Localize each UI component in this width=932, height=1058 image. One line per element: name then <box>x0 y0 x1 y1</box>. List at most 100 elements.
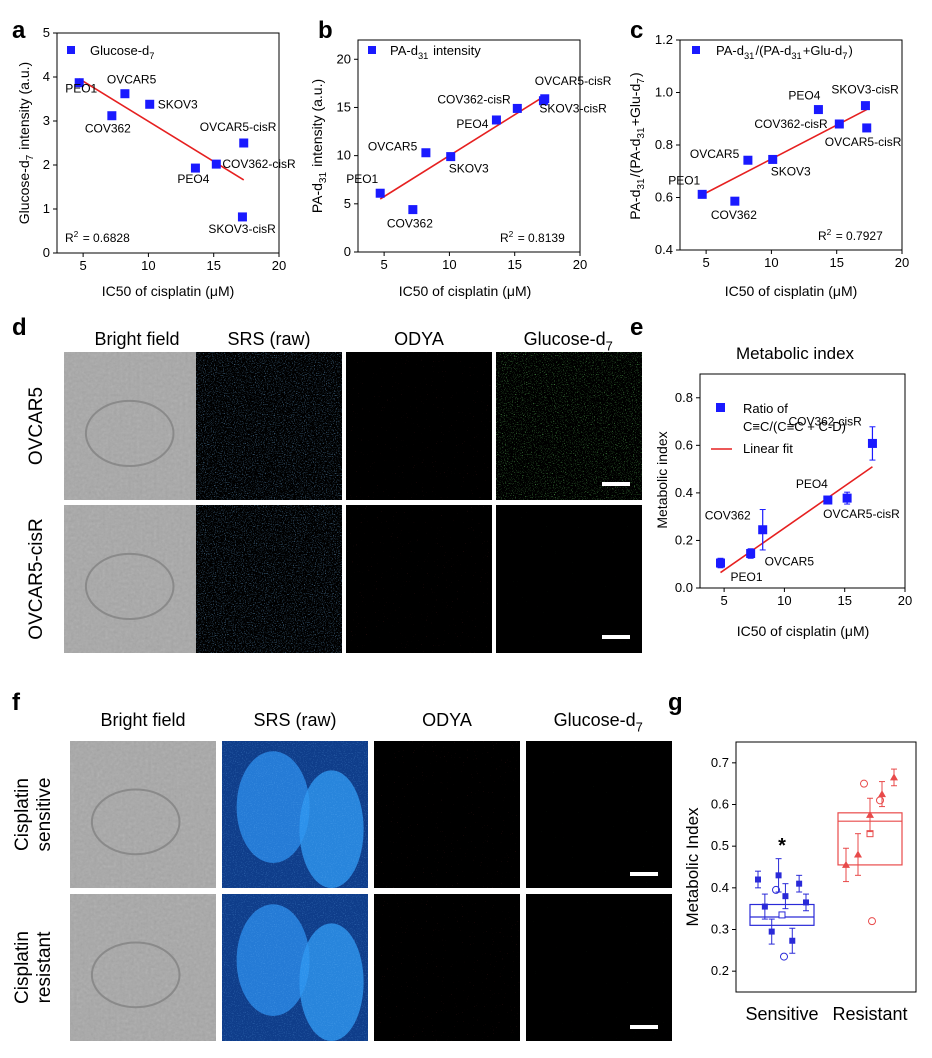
image-tile-f <box>222 894 368 1041</box>
image-tile-d <box>496 505 642 653</box>
data-point-skov3 <box>145 99 155 109</box>
panel-letter-d: d <box>12 314 27 341</box>
image-tile-d <box>196 505 342 653</box>
scale-bar <box>630 872 658 876</box>
data-point-skov3 <box>446 152 456 162</box>
chart-b: 5 10 15 20 0 5 10 15 20 PEO1 COV362 OVCAR5 SKOV3 PEO4… <box>309 39 612 299</box>
replicate-point <box>803 899 809 906</box>
tile-texture <box>196 352 342 500</box>
cell-outline <box>84 552 175 620</box>
legend-label: Glucose-d7 <box>90 43 156 61</box>
y-tick-label: 5 <box>344 196 351 211</box>
legend-marker <box>692 46 700 54</box>
data-point-ovcar5 <box>421 148 431 158</box>
tile-texture <box>64 352 210 500</box>
plot-frame <box>735 741 917 993</box>
image-tile-f <box>222 741 368 888</box>
point-label: OVCAR5 <box>368 140 418 154</box>
y-tick-label: 0.2 <box>675 532 693 547</box>
tile-texture <box>496 352 642 500</box>
replicate-point <box>768 928 775 935</box>
data-point-cov362 <box>107 111 117 121</box>
y-axis-label: PA-d31 intensity (a.u.) <box>309 79 329 213</box>
image-tile-d <box>64 352 210 500</box>
x-axis-label: IC50 of cisplatin (μM) <box>737 623 870 639</box>
cell-outline <box>90 788 181 856</box>
cell-outline <box>90 941 181 1009</box>
data-point-peo4 <box>491 115 501 125</box>
row-label-d: OVCAR5 <box>26 387 47 465</box>
data-point-cov362 <box>758 525 768 535</box>
y-tick-label: 4 <box>43 69 50 84</box>
data-point-skov3-cisr <box>860 101 870 111</box>
tile-texture <box>526 894 672 1041</box>
legend-label: PA-d31 /(PA-d31 +Glu-d7 ) <box>716 43 853 61</box>
tile-texture <box>346 352 492 500</box>
point-label: SKOV3-cisR <box>831 83 899 97</box>
y-tick-label: 0.8 <box>675 390 693 405</box>
tile-texture <box>526 741 672 888</box>
x-axis-label: IC50 of cisplatin (μM) <box>102 283 235 299</box>
r2-label: R2 = 0.6828 <box>65 229 130 245</box>
y-tick-label: 1 <box>43 201 50 216</box>
plot-frame <box>357 39 581 253</box>
replicate-point <box>761 903 768 910</box>
data-point-skov3-cisr <box>538 96 548 106</box>
image-tile-d <box>64 505 210 653</box>
panel-letter-f: f <box>12 689 21 716</box>
y-tick-label: 0.2 <box>711 963 729 978</box>
y-tick-label: 0.6 <box>675 437 693 452</box>
point-label: SKOV3 <box>771 164 811 178</box>
data-point-skov3-cisr <box>237 212 247 222</box>
data-point-peo1 <box>74 78 84 88</box>
x-tick-label: 15 <box>829 255 843 270</box>
tile-texture <box>70 741 216 888</box>
point-label: SKOV3-cisR <box>539 102 607 116</box>
tile-texture <box>70 894 216 1041</box>
x-tick-label: 15 <box>507 257 521 272</box>
row-label-f: resistant <box>34 931 55 1004</box>
point-label: COV362-cisR <box>754 117 828 131</box>
replicate-point <box>796 880 803 887</box>
point-label: SKOV3 <box>158 97 198 111</box>
y-tick-label: 0.0 <box>675 580 693 595</box>
data-point-ovcar5-cisr <box>862 123 872 133</box>
y-tick-label: 0.4 <box>675 485 693 500</box>
fit-line <box>720 466 873 574</box>
x-tick-label: 10 <box>764 255 778 270</box>
data-point-ovcar5 <box>120 89 130 99</box>
outlier-point <box>876 796 884 805</box>
column-header-f: Glucose-d7 <box>554 710 645 734</box>
column-header-f: ODYA <box>422 710 472 730</box>
row-label-f: Cisplatin <box>12 931 33 1004</box>
y-axis-label: Glucose-d7 intensity (a.u.) <box>16 62 36 224</box>
x-tick-label: 15 <box>206 258 220 273</box>
replicate-point <box>842 860 850 868</box>
y-tick-label: 0.6 <box>655 190 673 205</box>
image-tile-f <box>526 894 672 1041</box>
replicate-point <box>775 872 782 879</box>
legend-label: C≡C/(C≡C + C-D) <box>743 419 846 434</box>
image-tile-f <box>70 741 216 888</box>
chart-g: 0.2 0.3 0.4 0.5 0.6 0.7 Metabolic Index Sensiti… <box>683 741 917 1024</box>
column-header-f: SRS (raw) <box>253 710 336 730</box>
point-label: OVCAR5-cisR <box>200 120 277 134</box>
cell-outline <box>84 399 175 467</box>
point-label: OVCAR5 <box>690 147 740 161</box>
tile-texture <box>64 505 210 653</box>
data-point-ovcar5-cisr <box>842 493 852 503</box>
significance-marker: * <box>778 835 786 857</box>
column-header-d: Glucose-d7 <box>524 329 615 353</box>
data-point-peo1 <box>697 189 707 199</box>
category-label: Resistant <box>832 1004 907 1024</box>
scale-bar <box>630 1025 658 1029</box>
chart-title: Metabolic index <box>736 344 855 363</box>
image-tile-f <box>70 894 216 1041</box>
x-tick-label: 5 <box>721 593 728 608</box>
y-tick-label: 0.5 <box>711 838 729 853</box>
image-tile-f <box>526 741 672 888</box>
y-tick-label: 0.3 <box>711 922 729 937</box>
box <box>749 903 815 926</box>
